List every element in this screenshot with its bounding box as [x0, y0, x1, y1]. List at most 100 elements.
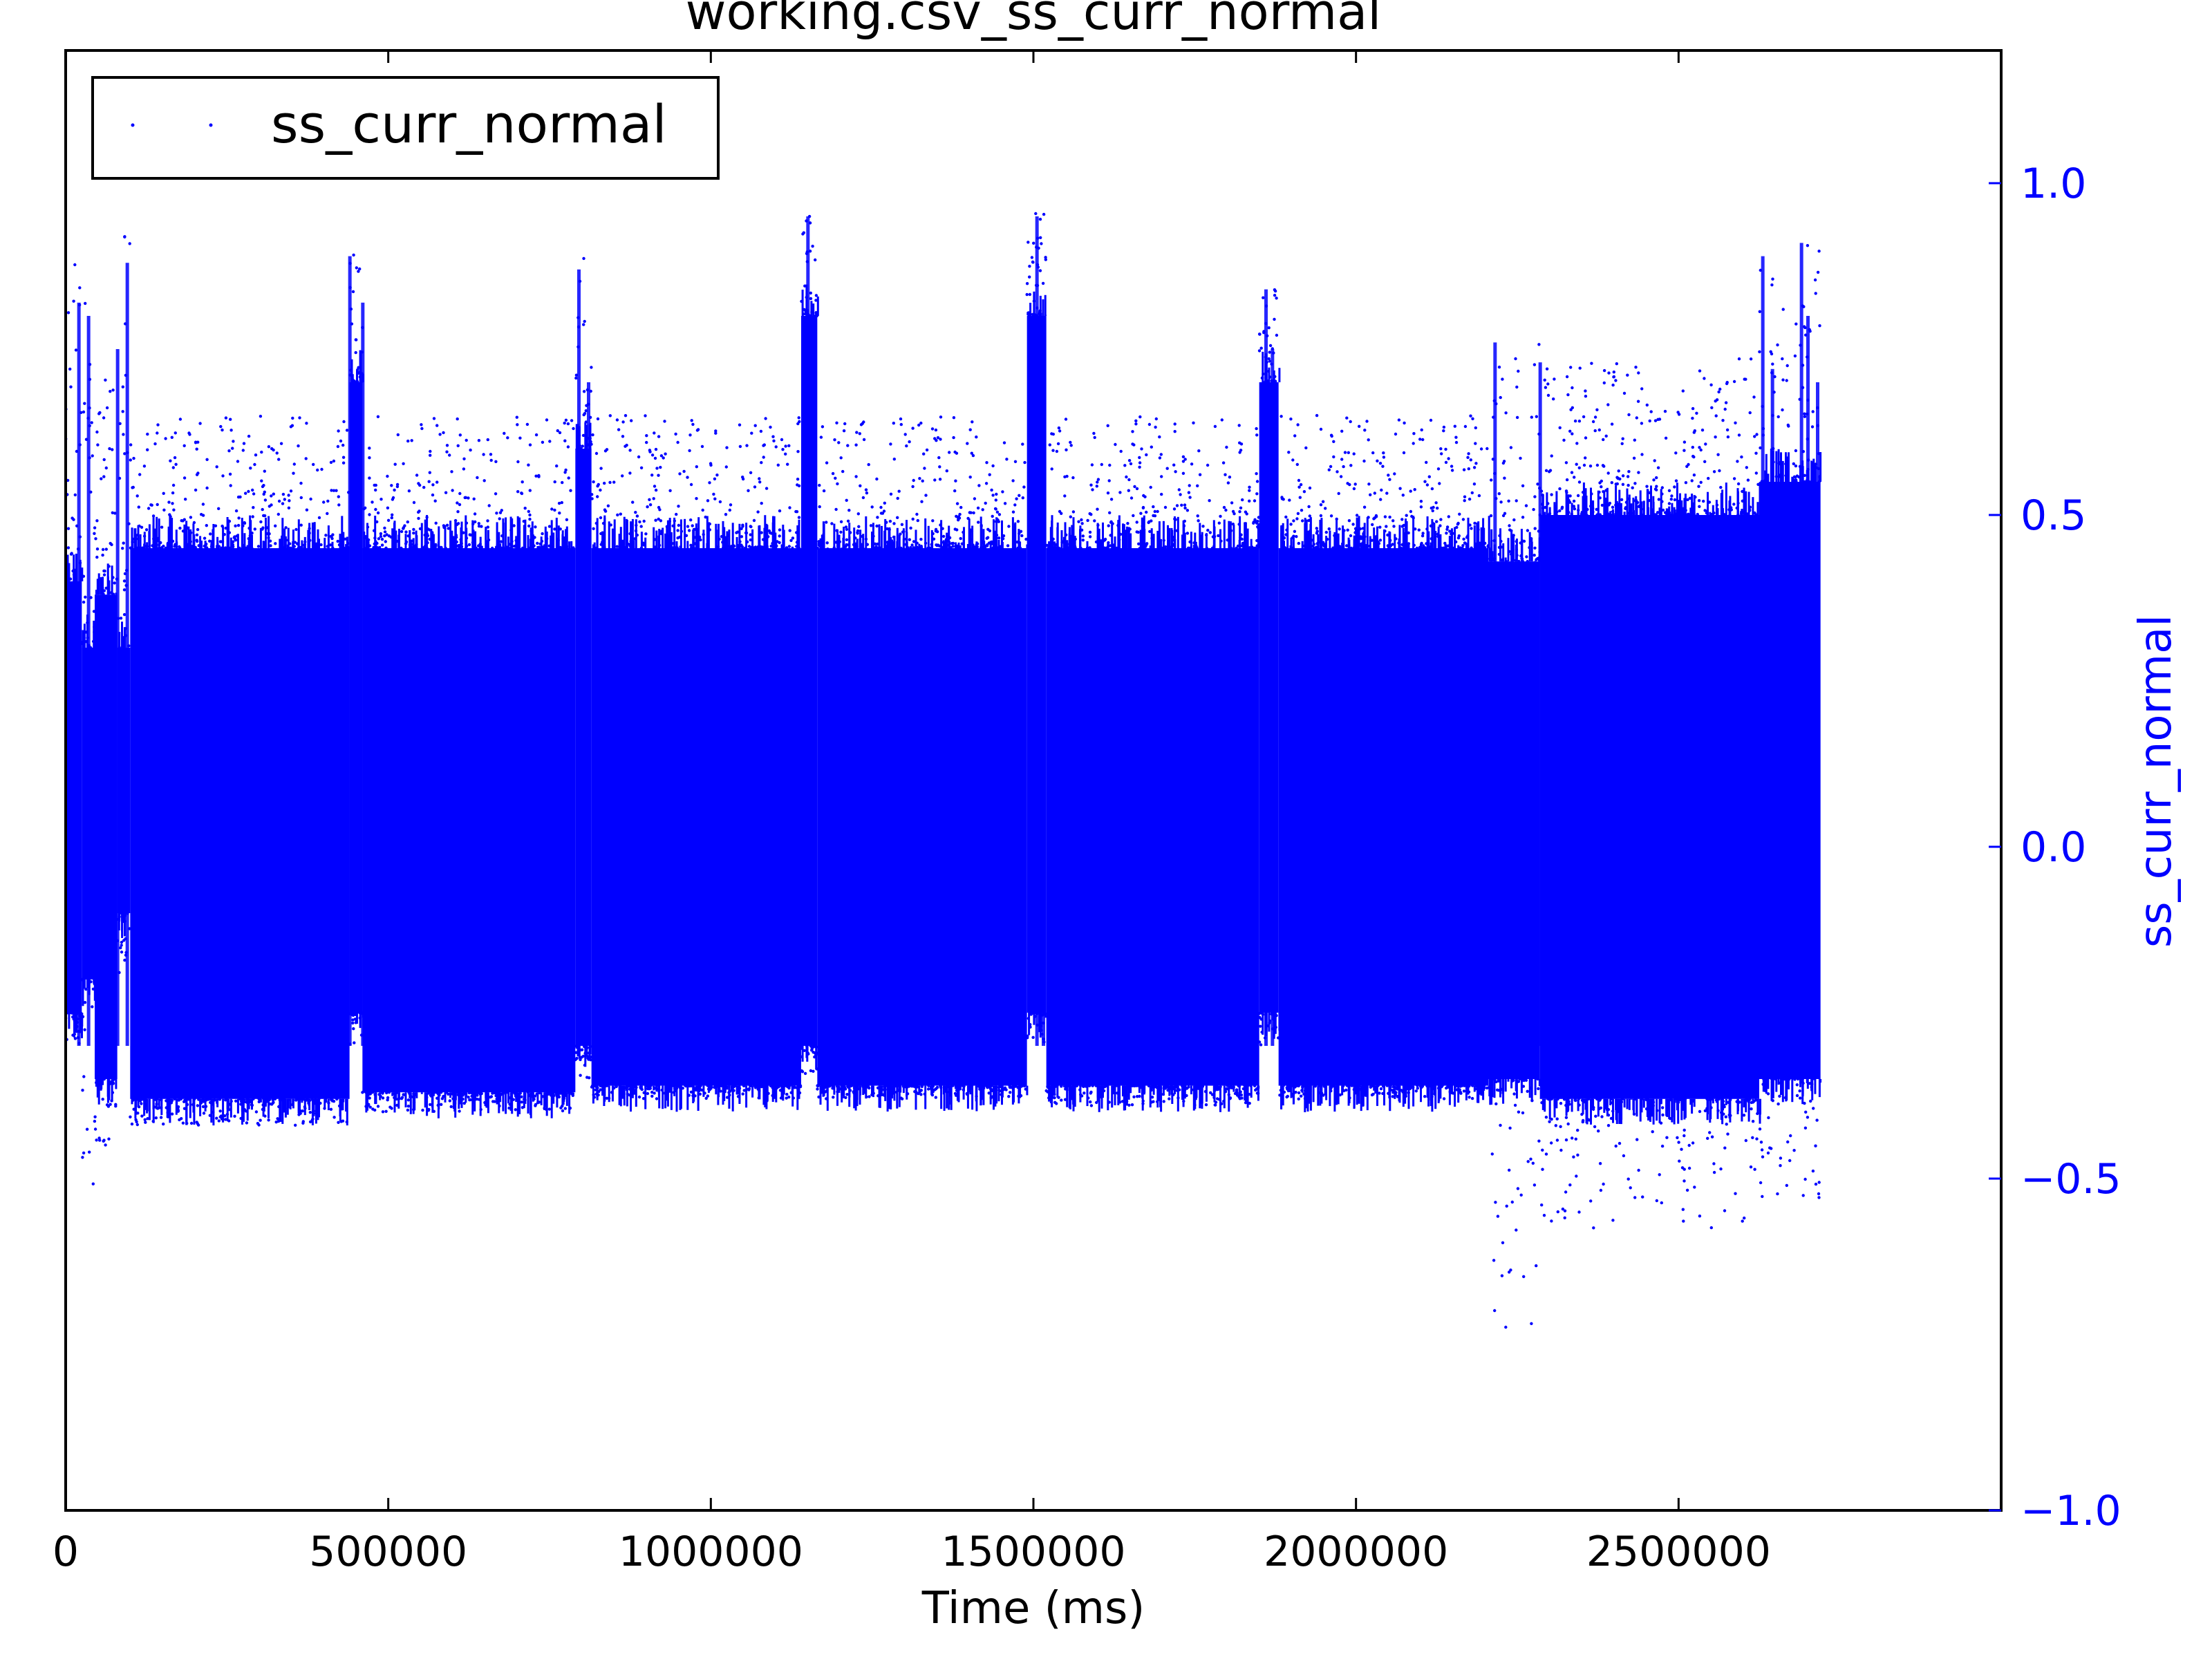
- data-point-edge: [950, 547, 953, 548]
- data-point: [760, 531, 763, 534]
- data-point: [599, 516, 603, 520]
- data-point-edge: [966, 1085, 969, 1109]
- data-point: [156, 503, 159, 507]
- data-point: [566, 445, 570, 449]
- data-point-edge: [111, 1079, 113, 1101]
- data-point: [123, 452, 126, 456]
- data-point: [196, 1104, 200, 1107]
- data-point: [1196, 514, 1199, 518]
- data-point: [1462, 468, 1466, 471]
- data-point: [749, 538, 753, 542]
- data-point-edge: [924, 1085, 927, 1109]
- data-point-edge: [485, 526, 487, 548]
- data-point-edge: [815, 1046, 818, 1070]
- data-point: [1039, 236, 1042, 239]
- data-point: [1150, 445, 1154, 449]
- data-point-edge: [1167, 1085, 1169, 1087]
- data-point: [1130, 1103, 1134, 1107]
- data-point-edge: [798, 1085, 800, 1099]
- data-point-edge: [502, 1092, 505, 1112]
- data-point: [1522, 539, 1526, 543]
- data-point: [579, 1074, 582, 1077]
- data-point: [794, 509, 798, 514]
- data-point: [687, 529, 691, 532]
- data-point-edge: [1290, 1085, 1293, 1098]
- data-point: [294, 1123, 297, 1127]
- data-point-edge: [1274, 1013, 1277, 1034]
- data-point: [376, 415, 380, 418]
- data-point: [836, 482, 839, 486]
- data-point-edge: [1223, 1085, 1226, 1109]
- data-point: [1397, 418, 1401, 422]
- data-point: [1118, 491, 1122, 494]
- data-point-edge: [871, 1085, 873, 1096]
- data-point: [379, 532, 383, 536]
- data-point-edge: [515, 536, 518, 548]
- data-point: [453, 518, 458, 523]
- data-point: [1302, 490, 1306, 494]
- data-point: [1425, 460, 1428, 465]
- data-point: [353, 1041, 356, 1044]
- data-point: [583, 412, 587, 415]
- data-point: [691, 422, 695, 427]
- data-point: [564, 468, 568, 472]
- data-point: [467, 496, 470, 500]
- data-point: [205, 486, 209, 490]
- data-point-edge: [592, 1085, 594, 1104]
- data-point-cluster: [95, 594, 118, 1079]
- data-point: [1217, 521, 1221, 525]
- data-point: [275, 451, 279, 455]
- data-point: [1138, 465, 1141, 469]
- data-point: [1509, 446, 1513, 449]
- data-point: [215, 1116, 218, 1120]
- data-point-edge: [511, 1092, 514, 1114]
- data-point-edge: [1257, 1085, 1259, 1101]
- data-point: [422, 485, 426, 489]
- data-point-edge: [946, 1085, 948, 1109]
- data-point: [341, 461, 346, 465]
- data-point: [1376, 459, 1379, 462]
- data-point: [803, 1071, 807, 1076]
- data-point: [1080, 522, 1084, 525]
- data-point: [1430, 506, 1433, 510]
- data-point-edge: [187, 526, 190, 548]
- data-point-edge: [927, 525, 930, 548]
- data-point-edge: [200, 1098, 203, 1104]
- data-point-edge: [346, 1098, 348, 1126]
- data-point-edge: [1232, 525, 1235, 548]
- data-point: [1064, 418, 1068, 421]
- data-point: [386, 1098, 389, 1102]
- data-point-edge: [345, 1098, 348, 1112]
- data-point: [229, 429, 233, 432]
- data-point: [195, 473, 199, 476]
- data-point-edge: [848, 523, 851, 548]
- data-point-edge: [189, 529, 192, 548]
- data-point: [228, 472, 232, 476]
- data-point: [1221, 461, 1226, 465]
- data-point: [1123, 464, 1127, 467]
- data-point-edge: [1228, 521, 1230, 548]
- data-point: [95, 1138, 98, 1142]
- data-point-edge: [1011, 517, 1014, 548]
- data-point-edge: [1060, 547, 1062, 548]
- data-point: [105, 406, 109, 410]
- data-point: [527, 463, 530, 467]
- data-point: [377, 537, 381, 541]
- data-point: [603, 449, 608, 453]
- data-point: [304, 457, 308, 460]
- data-point: [650, 453, 655, 457]
- data-point: [383, 526, 386, 530]
- data-point-edge: [1363, 1085, 1366, 1097]
- data-point: [1165, 467, 1169, 470]
- data-point: [592, 527, 595, 530]
- data-point-edge: [415, 1092, 418, 1094]
- data-point: [1225, 1087, 1229, 1091]
- data-point: [270, 494, 273, 498]
- data-point: [308, 1111, 312, 1114]
- data-point: [635, 514, 639, 518]
- data-point: [690, 419, 693, 422]
- data-point: [1239, 506, 1243, 509]
- data-point-edge: [762, 547, 765, 549]
- data-point: [1095, 485, 1099, 488]
- data-point-edge: [144, 1098, 147, 1110]
